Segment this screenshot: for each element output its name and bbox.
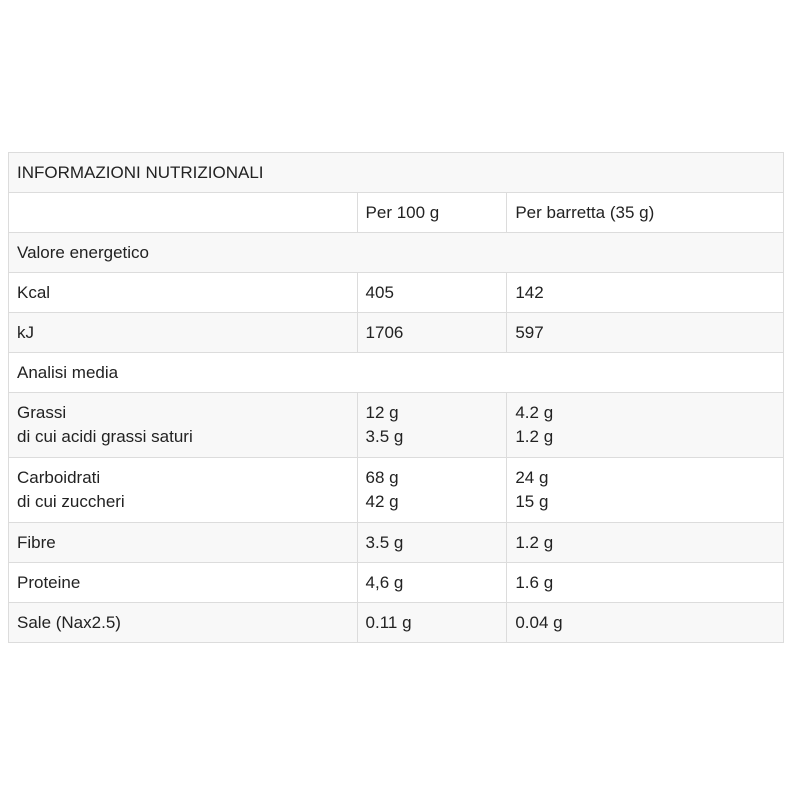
cell-line: 0.11 g bbox=[365, 612, 412, 632]
value-cell: 0.11 g bbox=[356, 602, 508, 643]
data-row: Fibre 3.5 g 1.2 g bbox=[8, 522, 784, 563]
value-cell: 0.04 g bbox=[506, 602, 784, 643]
cell-line: Analisi media bbox=[17, 362, 119, 382]
table-title: INFORMAZIONI NUTRIZIONALI bbox=[8, 152, 784, 193]
value-cell: 24 g 15 g bbox=[506, 457, 784, 523]
value-cell: 12 g 3.5 g bbox=[356, 392, 508, 458]
cell-line: di cui acidi grassi saturi bbox=[17, 427, 193, 446]
cell-line: 1706 bbox=[365, 322, 404, 342]
cell-line: 1.2 g bbox=[515, 427, 554, 446]
column-header: Per 100 g bbox=[356, 192, 508, 233]
cell-line: Valore energetico bbox=[17, 242, 149, 262]
row-label: Grassi di cui acidi grassi saturi bbox=[8, 392, 358, 458]
cell-line: 12 g bbox=[365, 403, 399, 422]
row-label: Kcal bbox=[8, 272, 358, 313]
column-header: Per barretta (35 g) bbox=[506, 192, 784, 233]
data-row: Grassi di cui acidi grassi saturi 12 g 3.5 … bbox=[8, 392, 784, 458]
cell-line: 24 g bbox=[515, 468, 549, 487]
row-label: kJ bbox=[8, 312, 358, 353]
cell-line: Sale (Nax2.5) bbox=[17, 612, 121, 632]
value-cell: 405 bbox=[356, 272, 508, 313]
title-row: INFORMAZIONI NUTRIZIONALI bbox=[8, 152, 784, 193]
cell-line: Proteine bbox=[17, 572, 81, 592]
cell-line: 1.2 g bbox=[515, 532, 554, 552]
cell-line: kJ bbox=[17, 322, 34, 342]
cell-line: 0.04 g bbox=[515, 612, 563, 632]
section-row: Valore energetico bbox=[8, 232, 784, 273]
section-row: Analisi media bbox=[8, 352, 784, 393]
row-label: Valore energetico bbox=[8, 232, 784, 273]
cell-line: Kcal bbox=[17, 282, 51, 302]
cell-line: 3.5 g bbox=[365, 427, 404, 446]
value-cell: 597 bbox=[506, 312, 784, 353]
cell-line: 4,6 g bbox=[365, 572, 404, 592]
cell-line: di cui zuccheri bbox=[17, 492, 125, 511]
value-cell: 3.5 g bbox=[356, 522, 508, 563]
cell-line: Fibre bbox=[17, 532, 56, 552]
value-cell: 1706 bbox=[356, 312, 508, 353]
cell-line: 3.5 g bbox=[365, 532, 404, 552]
row-label: Proteine bbox=[8, 562, 358, 603]
value-cell: 1.6 g bbox=[506, 562, 784, 603]
table-body: INFORMAZIONI NUTRIZIONALI Per 100 g Per … bbox=[8, 152, 784, 643]
value-cell: 1.2 g bbox=[506, 522, 784, 563]
cell-line: 4.2 g bbox=[515, 403, 554, 422]
data-row: kJ 1706 597 bbox=[8, 312, 784, 353]
cell-line: 1.6 g bbox=[515, 572, 554, 592]
value-cell: 142 bbox=[506, 272, 784, 313]
data-row: Kcal 405 142 bbox=[8, 272, 784, 313]
row-label: Analisi media bbox=[8, 352, 784, 393]
cell-line: 597 bbox=[515, 322, 544, 342]
cell-line: 42 g bbox=[365, 492, 399, 511]
value-cell: 68 g 42 g bbox=[356, 457, 508, 523]
cell-line: Grassi bbox=[17, 403, 67, 422]
value-cell: 4.2 g 1.2 g bbox=[506, 392, 784, 458]
value-cell: 4,6 g bbox=[356, 562, 508, 603]
cell-line: 68 g bbox=[365, 468, 399, 487]
header-cell bbox=[8, 192, 358, 233]
data-row: Proteine 4,6 g 1.6 g bbox=[8, 562, 784, 603]
cell-line: 142 bbox=[515, 282, 544, 302]
row-label: Fibre bbox=[8, 522, 358, 563]
cell-line: 15 g bbox=[515, 492, 549, 511]
header-row: Per 100 g Per barretta (35 g) bbox=[8, 192, 784, 233]
data-row: Carboidrati di cui zuccheri 68 g 42 g 24 g 15… bbox=[8, 457, 784, 523]
cell-line: Carboidrati bbox=[17, 468, 101, 487]
data-row: Sale (Nax2.5) 0.11 g 0.04 g bbox=[8, 602, 784, 643]
nutrition-table: INFORMAZIONI NUTRIZIONALI Per 100 g Per … bbox=[8, 152, 784, 643]
row-label: Sale (Nax2.5) bbox=[8, 602, 358, 643]
row-label: Carboidrati di cui zuccheri bbox=[8, 457, 358, 523]
cell-line: 405 bbox=[365, 282, 394, 302]
